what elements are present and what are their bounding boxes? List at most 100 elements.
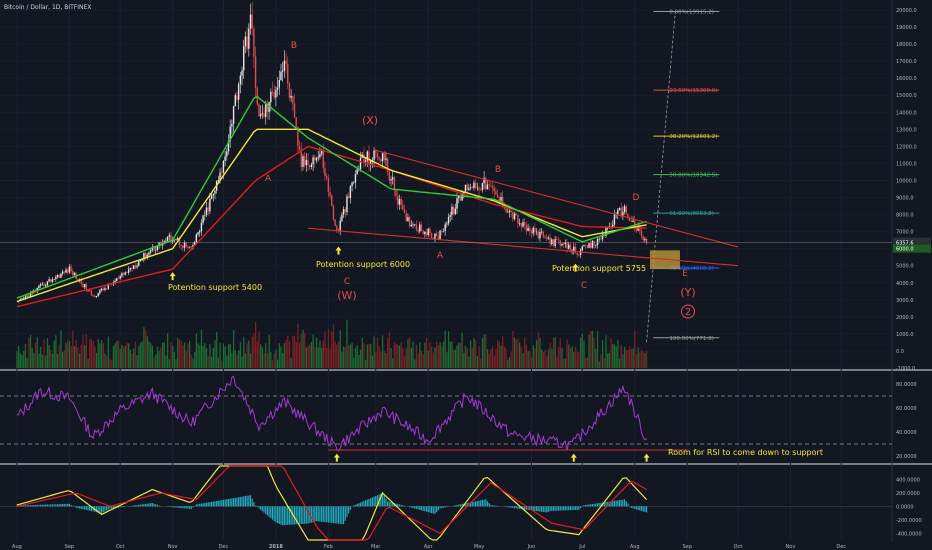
candle-body [204,214,206,216]
volume-bar [280,346,282,368]
macd-hist-bar [346,506,348,518]
fib-level-label: 23.60%(15300.0) [669,88,717,94]
candle-body [415,224,418,230]
macd-hist-bar [564,506,566,511]
macd-hist-bar [480,500,482,507]
macd-hist-bar [532,506,534,511]
volume-bar [461,332,463,368]
volume-bar [585,357,587,368]
volume-bar [273,353,275,368]
volume-bar [45,355,47,368]
x-tick-label: Nov [786,544,796,550]
macd-hist-bar [304,506,306,524]
y-tick-label: 19000.0 [896,25,917,31]
macd-hist-bar [67,503,69,507]
volume-layer [16,319,648,368]
macd-hist-bar [243,496,245,507]
candle-body [185,242,187,247]
candle-body [92,295,94,296]
macd-hist-bar [219,500,221,507]
volume-bar [16,351,18,368]
candle-body [402,205,404,210]
candle-body [63,271,66,273]
macd-hist-bar [537,506,539,512]
volume-bar [293,336,296,368]
volume-bar [354,348,357,368]
volume-bar [256,341,258,368]
macd-hist-bar [231,498,233,507]
candle-body [422,230,424,235]
rsi-tick-label: 40.0000 [896,430,917,436]
volume-bar [278,343,280,368]
volume-bar [248,340,250,368]
volume-bar [507,359,509,368]
macd-hist-bar [53,504,55,507]
volume-bar [644,352,646,368]
volume-bar [574,346,577,368]
macd-hist-bar [236,497,238,507]
macd-hist-bar [102,506,104,513]
volume-bar [578,352,580,368]
volume-bar [530,357,533,368]
macd-hist-bar [442,506,445,508]
macd-hist-bar [551,506,553,511]
volume-bar [109,358,111,368]
volume-bar [429,342,431,368]
candle-body [380,159,382,162]
candle-body [265,103,267,117]
volume-bar [613,344,616,368]
macd-hist-bar [490,505,492,507]
macd-hist-bar [285,506,287,526]
macd-hist-bar [513,506,516,509]
volume-bar [363,342,365,368]
macd-hist-bar [361,501,363,507]
macd-hist-bar [288,506,291,525]
candle-body [290,95,292,98]
volume-bar [554,337,556,368]
macd-hist-bar [446,506,448,508]
volume-bar [424,342,426,368]
y-tick-label: 12000.0 [896,144,917,150]
fib-trend-line [646,11,676,343]
candle-body [503,207,506,209]
macd-hist-bar [197,504,199,507]
arrow-up-icon [333,453,340,462]
macd-hist-bar [190,506,192,509]
candle-body [117,278,120,279]
candle-body [41,283,44,285]
macd-hist-bar [590,504,592,507]
candle-body [297,127,299,147]
volume-bar [361,337,363,368]
macd-tick-label: 400.0000 [896,477,920,483]
volume-bar [84,345,86,368]
candle-body [222,160,225,173]
arrow-up-icon [643,453,650,462]
candle-body [254,56,257,89]
macd-hist-bar [182,506,184,509]
y-tick-label: 20000.0 [896,8,917,14]
macd-hist-bar [251,498,253,507]
arrow-up-icon [169,272,176,281]
volume-bar [128,343,130,368]
x-tick-label: Dec [219,544,229,550]
macd-hist-bar [334,506,336,524]
macd-hist-bar [50,504,52,507]
macd-hist-bar [476,500,478,507]
volume-bar [590,330,592,368]
candle-body [246,36,248,49]
macd-hist-bar [28,505,30,507]
volume-bar [556,356,558,368]
volume-bar [485,334,487,368]
candle-body [383,153,385,160]
macd-hist-bar [153,503,155,507]
candle-body [239,75,242,85]
macd-hist-bar [65,503,67,507]
macd-hist-bar [209,502,211,507]
arrow-up-icon [335,246,342,255]
macd-hist-bar [473,501,475,507]
fib-level-label: 50.00%(10342.5) [669,173,717,179]
volume-bar [309,344,311,368]
volume-bar [119,348,121,368]
volume-bar [505,348,507,368]
volume-bar [253,333,255,368]
